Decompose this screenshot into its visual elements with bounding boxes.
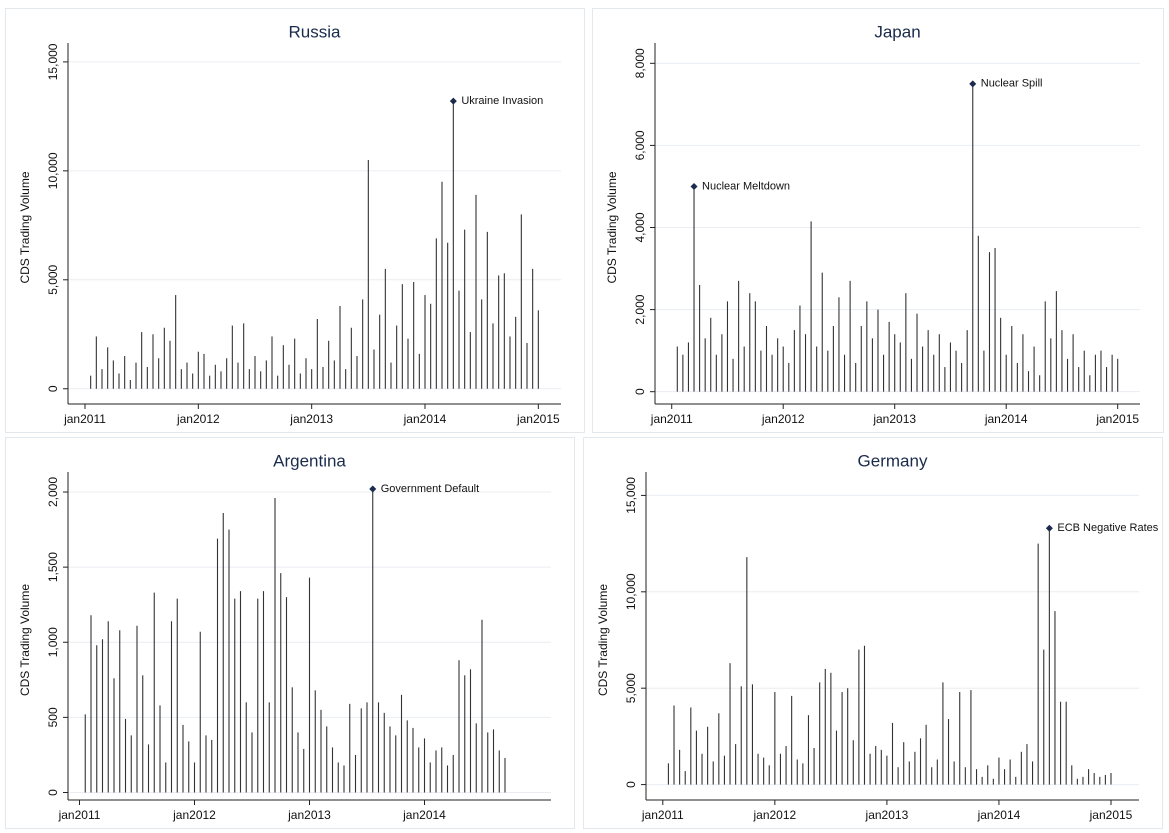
annotation: Ukraine Invasion — [461, 95, 543, 107]
x-tick-label: jan2015 — [516, 412, 560, 426]
x-tick-label: jan2014 — [984, 412, 1028, 426]
x-tick-label: jan2015 — [1095, 412, 1139, 426]
chart-title: Germany — [858, 451, 928, 470]
y-tick-label: 2,000 — [46, 477, 60, 507]
x-tick-label: jan2011 — [58, 808, 101, 822]
y-tick-label: 15,000 — [46, 43, 60, 80]
annotation: Nuclear Spill — [981, 78, 1043, 90]
annotation: Government Default — [381, 483, 479, 495]
y-tick-label: 500 — [46, 707, 60, 727]
y-tick-label: 10,000 — [46, 152, 60, 189]
y-tick-label: 1,000 — [46, 627, 60, 657]
x-tick-label: jan2013 — [287, 808, 331, 822]
y-axis-label: CDS Trading Volume — [605, 171, 619, 283]
x-tick-label: jan2012 — [761, 412, 805, 426]
x-tick-label: jan2011 — [63, 412, 106, 426]
annotation-marker — [690, 182, 698, 190]
panel: Argentina CDS Trading Volume 0 500 1,000 1,50… — [5, 437, 575, 829]
x-tick-label: jan2012 — [752, 808, 796, 822]
x-tick-label: jan2011 — [641, 808, 684, 822]
annotation: ECB Negative Rates News — [1057, 522, 1163, 534]
y-tick-label: 4,000 — [633, 212, 647, 242]
annotation-marker — [969, 80, 977, 88]
x-tick-label: jan2014 — [977, 808, 1021, 822]
annotation-marker — [369, 485, 377, 493]
y-axis-label: CDS Trading Volume — [18, 584, 32, 696]
y-tick-label: 1,500 — [46, 552, 60, 582]
x-tick-label: jan2013 — [872, 412, 916, 426]
annotation-marker — [1045, 524, 1053, 532]
chart-title: Russia — [289, 22, 342, 41]
y-tick-label: 8,000 — [633, 48, 647, 78]
y-axis-label: CDS Trading Volume — [596, 584, 610, 696]
annotation-marker — [449, 97, 457, 105]
x-tick-label: jan2013 — [865, 808, 909, 822]
x-tick-label: jan2012 — [172, 808, 216, 822]
panel: Japan CDS Trading Volume 0 2,000 4,000 6,000 8… — [592, 8, 1164, 433]
y-tick-label: 0 — [633, 388, 647, 395]
y-tick-label: 15,000 — [624, 477, 638, 514]
annotation: Nuclear Meltdown — [702, 180, 790, 192]
y-axis-label: CDS Trading Volume — [18, 171, 32, 283]
x-tick-label: jan2011 — [650, 412, 693, 426]
y-tick-label: 5,000 — [46, 264, 60, 294]
panel: Germany CDS Trading Volume 0 5,000 10,000 15,… — [583, 437, 1163, 829]
y-tick-label: 5,000 — [624, 673, 638, 703]
y-tick-label: 10,000 — [624, 573, 638, 610]
y-tick-label: 0 — [46, 385, 60, 392]
y-tick-label: 0 — [624, 781, 638, 788]
y-tick-label: 2,000 — [633, 294, 647, 324]
x-tick-label: jan2013 — [289, 412, 333, 426]
y-tick-label: 6,000 — [633, 130, 647, 160]
y-tick-label: 0 — [46, 789, 60, 796]
x-tick-label: jan2012 — [176, 412, 220, 426]
chart-title: Argentina — [273, 451, 346, 470]
x-tick-label: jan2015 — [1089, 808, 1133, 822]
chart-title: Japan — [874, 22, 920, 41]
x-tick-label: jan2014 — [403, 412, 447, 426]
x-tick-label: jan2014 — [402, 808, 446, 822]
panel: Russia CDS Trading Volume 0 5,000 10,000 15,0… — [5, 8, 585, 433]
